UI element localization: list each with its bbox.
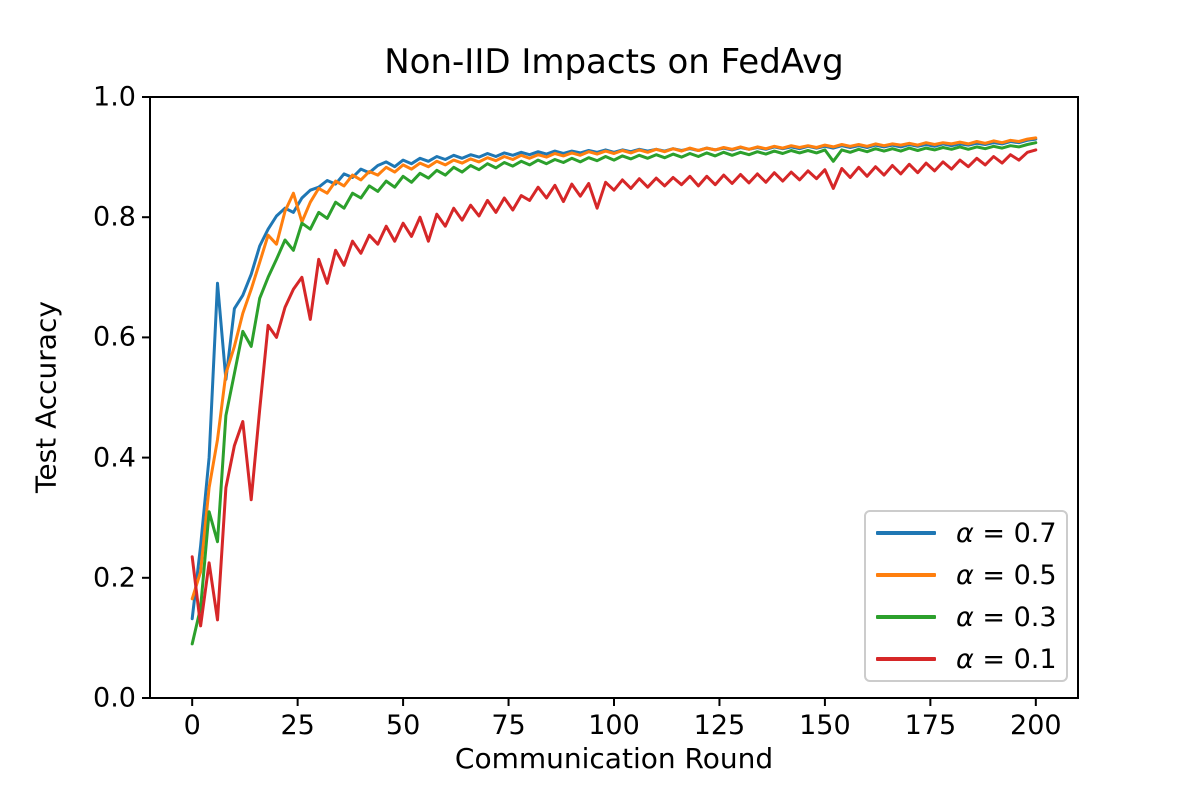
x-axis-label: Communication Round <box>454 742 774 775</box>
legend-line-sample-alpha-0.5 <box>876 573 936 577</box>
y-tick-label-0.2: 0.2 <box>93 562 136 594</box>
alpha-symbol: α <box>956 643 974 675</box>
y-tick-label-0.4: 0.4 <box>93 442 136 474</box>
legend-line-sample-alpha-0.7 <box>876 531 936 535</box>
tick-marks <box>142 96 1037 706</box>
legend-item-alpha-0.5: α = 0.5 <box>866 555 1066 595</box>
legend-line-sample-alpha-0.1 <box>876 657 936 661</box>
chart-title: Non-IID Impacts on FedAvg <box>384 42 844 82</box>
legend-value: = 0.7 <box>973 517 1057 549</box>
series-line-alpha-0.1 <box>190 148 1038 628</box>
legend-value: = 0.3 <box>973 601 1057 633</box>
series-line-alpha-0.3 <box>190 141 1038 646</box>
x-tick-label-150: 150 <box>799 710 851 741</box>
legend-item-alpha-0.7: α = 0.7 <box>866 513 1066 553</box>
x-tick-label-100: 100 <box>588 710 640 741</box>
legend-line-sample-alpha-0.3 <box>876 615 936 619</box>
x-tick-label-25: 25 <box>280 710 315 741</box>
legend-value: = 0.1 <box>973 643 1057 675</box>
alpha-symbol: α <box>956 559 974 591</box>
x-tick-label-0: 0 <box>183 710 201 741</box>
y-tick-label-0.6: 0.6 <box>93 321 136 353</box>
y-tick-label-0.8: 0.8 <box>93 201 136 233</box>
legend-label-alpha-0.1: α = 0.1 <box>956 644 1057 675</box>
legend-label-alpha-0.7: α = 0.7 <box>956 518 1057 549</box>
legend: α = 0.7 α = 0.5 α = 0.3 α = 0.1 <box>864 510 1068 682</box>
legend-value: = 0.5 <box>973 559 1057 591</box>
y-tick-label-0.0: 0.0 <box>93 682 136 714</box>
x-tick-label-75: 75 <box>491 710 526 741</box>
axes-border <box>149 96 1079 699</box>
legend-label-alpha-0.5: α = 0.5 <box>956 560 1057 591</box>
legend-item-alpha-0.1: α = 0.1 <box>866 639 1066 679</box>
x-tick-label-125: 125 <box>693 710 746 741</box>
x-tick-label-200: 200 <box>1010 710 1062 741</box>
legend-item-alpha-0.3: α = 0.3 <box>866 597 1066 637</box>
x-tick-label-175: 175 <box>904 710 957 741</box>
y-axis-label: Test Accuracy <box>29 301 63 493</box>
series-lines <box>190 136 1038 646</box>
y-tick-label-1.0: 1.0 <box>93 81 136 113</box>
alpha-symbol: α <box>956 517 974 549</box>
series-line-alpha-0.5 <box>190 136 1038 601</box>
legend-label-alpha-0.3: α = 0.3 <box>956 602 1057 633</box>
alpha-symbol: α <box>956 601 974 633</box>
x-tick-label-50: 50 <box>385 710 421 741</box>
